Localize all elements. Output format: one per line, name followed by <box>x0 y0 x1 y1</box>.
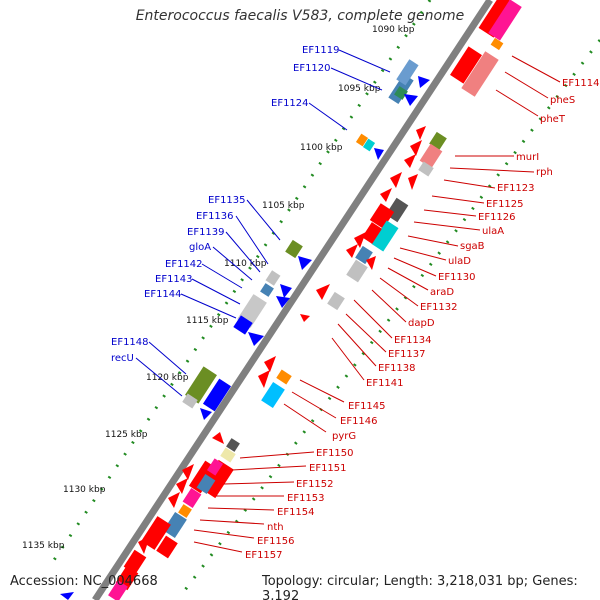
kbp-label-1115: 1115 kbp <box>186 316 229 326</box>
gene-label-ef1132[interactable]: EF1132 <box>420 302 458 313</box>
accession-label: Accession: NC_004668 <box>10 574 158 589</box>
kbp-label-1100: 1100 kbp <box>300 143 343 153</box>
gene-label-sgab[interactable]: sgaB <box>460 241 485 252</box>
gene-label-ef1152[interactable]: EF1152 <box>296 479 334 490</box>
gene-feature-ulad[interactable] <box>346 232 376 283</box>
gene-label-ef1126[interactable]: EF1126 <box>478 212 516 223</box>
gene-label-ef1145[interactable]: EF1145 <box>348 401 386 412</box>
gene-label-ef1138[interactable]: EF1138 <box>378 363 416 374</box>
reverse-strand-features <box>60 0 522 600</box>
gene-label-ef1154[interactable]: EF1154 <box>277 507 315 518</box>
kbp-label-1090: 1090 kbp <box>372 25 415 35</box>
kbp-label-1120: 1120 kbp <box>146 373 189 383</box>
gene-feature-ef1144[interactable] <box>233 294 267 346</box>
gene-feature-ef1124[interactable] <box>355 133 384 160</box>
gene-feature-ef1120[interactable] <box>394 59 419 106</box>
gene-feature-ef1150[interactable] <box>212 432 240 463</box>
gene-label-ef1119[interactable]: EF1119 <box>302 45 340 56</box>
gene-label-ef1130[interactable]: EF1130 <box>438 272 476 283</box>
gene-feature-ef1148[interactable] <box>182 366 232 420</box>
gene-label-ef1144[interactable]: EF1144 <box>144 289 182 300</box>
gene-feature-nth[interactable] <box>138 511 187 559</box>
kbp-label-1135: 1135 kbp <box>22 541 65 551</box>
gene-label-ef1124[interactable]: EF1124 <box>271 98 309 109</box>
gene-feature-ef1153[interactable] <box>168 464 202 518</box>
gene-feature-ef1151[interactable] <box>188 458 234 499</box>
gene-label-ef1135[interactable]: EF1135 <box>208 195 246 206</box>
gene-label-ulad[interactable]: ulaD <box>448 256 471 267</box>
gene-label-ef1141[interactable]: EF1141 <box>366 378 404 389</box>
right-gene-labels: EF1114 pheS pheT murI rph EF1123 EF1125 … <box>193 55 600 561</box>
gene-label-ef1114[interactable]: EF1114 <box>562 78 600 89</box>
gene-label-ef1151[interactable]: EF1151 <box>309 463 347 474</box>
topology-label: Topology: circular; Length: 3,218,031 bp… <box>262 574 578 600</box>
gene-label-recu[interactable]: recU <box>111 353 134 364</box>
gene-label-rph[interactable]: rph <box>536 167 553 178</box>
gene-label-ef1123[interactable]: EF1123 <box>497 183 535 194</box>
kbp-label-1125: 1125 kbp <box>105 430 148 440</box>
left-gene-labels: EF1119 EF1120 EF1124 EF1135 EF1136 EF113… <box>111 45 391 397</box>
gene-label-ef1143[interactable]: EF1143 <box>155 274 193 285</box>
gene-label-ef1150[interactable]: EF1150 <box>316 448 354 459</box>
gene-label-phet[interactable]: pheT <box>540 114 566 125</box>
gene-label-ef1148[interactable]: EF1148 <box>111 337 149 348</box>
gene-feature-phes[interactable] <box>450 46 499 97</box>
gene-feature-ef1135[interactable] <box>285 239 312 270</box>
gene-feature-ef1114[interactable] <box>478 0 522 51</box>
forward-strand-features <box>182 59 430 463</box>
gene-label-arad[interactable]: araD <box>430 287 454 298</box>
gene-label-muri[interactable]: murI <box>516 152 539 163</box>
gene-feature-ef1157[interactable] <box>60 549 147 600</box>
gene-label-ef1146[interactable]: EF1146 <box>340 416 378 427</box>
genome-title: Enterococcus faecalis V583, complete gen… <box>135 8 465 24</box>
gene-feature-ulaa[interactable] <box>362 197 409 252</box>
kbp-label-1110: 1110 kbp <box>224 259 267 269</box>
gene-feature-ef1137[interactable] <box>300 284 345 322</box>
gene-label-ef1137[interactable]: EF1137 <box>388 349 426 360</box>
gene-label-ef1153[interactable]: EF1153 <box>287 493 325 504</box>
gene-label-ef1142[interactable]: EF1142 <box>165 259 203 270</box>
gene-label-ef1120[interactable]: EF1120 <box>293 63 331 74</box>
gene-label-ef1125[interactable]: EF1125 <box>486 199 524 210</box>
gene-label-pyrg[interactable]: pyrG <box>332 431 356 442</box>
gene-feature-muri[interactable] <box>404 126 447 177</box>
genome-backbone <box>92 0 493 600</box>
gene-label-ulaa[interactable]: ulaA <box>482 226 504 237</box>
gene-feature-ef1139[interactable] <box>260 270 292 308</box>
gene-label-nth[interactable]: nth <box>267 522 284 533</box>
gene-label-ef1157[interactable]: EF1157 <box>245 550 283 561</box>
gene-feature-ef1145[interactable] <box>258 356 292 409</box>
kbp-label-1130: 1130 kbp <box>63 485 106 495</box>
gene-label-ef1136[interactable]: EF1136 <box>196 211 234 222</box>
kbp-labels: 1090 kbp 1095 kbp 1100 kbp 1105 kbp 1110… <box>22 25 415 551</box>
kbp-label-1105: 1105 kbp <box>262 201 305 211</box>
gene-label-ef1134[interactable]: EF1134 <box>394 335 432 346</box>
gene-label-ef1156[interactable]: EF1156 <box>257 536 295 547</box>
kbp-label-1095: 1095 kbp <box>338 84 381 94</box>
gene-label-ef1139[interactable]: EF1139 <box>187 227 225 238</box>
gene-label-phes[interactable]: pheS <box>550 95 575 106</box>
gene-feature-ef1125[interactable] <box>380 172 418 202</box>
tick-dots <box>48 0 600 591</box>
gene-label-gloa[interactable]: gloA <box>189 242 211 253</box>
gene-label-dapd[interactable]: dapD <box>408 318 435 329</box>
